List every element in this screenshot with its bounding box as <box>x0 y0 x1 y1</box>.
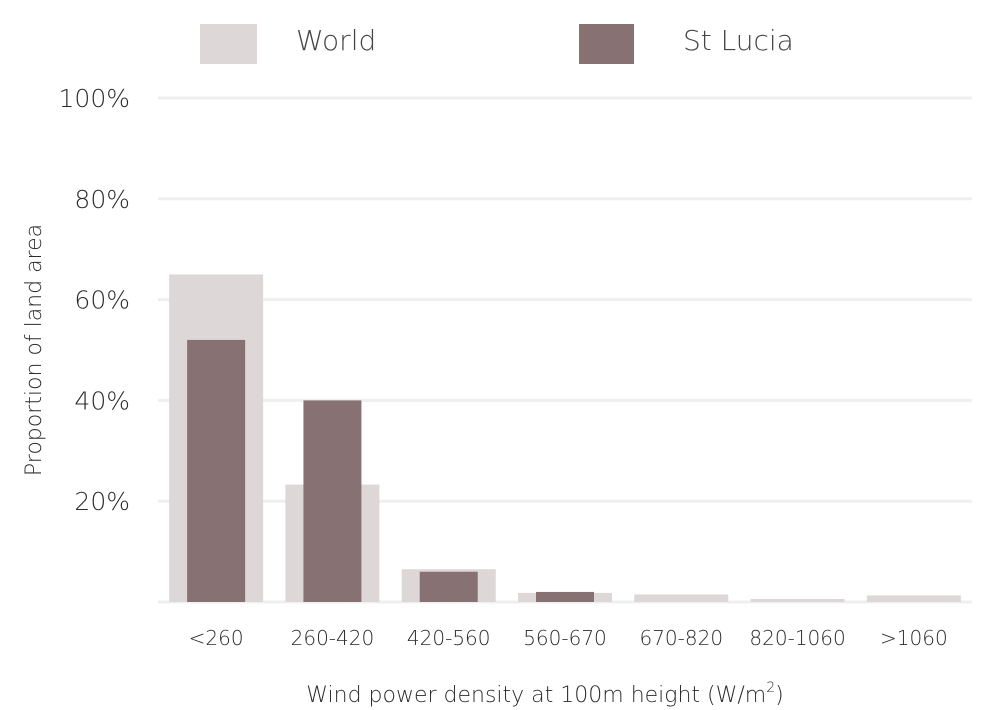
st-lucia-bars <box>187 339 594 602</box>
y-tick-label-20: 20% <box>74 487 130 516</box>
bar-st-lucia-420-560 <box>419 571 478 602</box>
y-tick-label-80: 80% <box>74 185 130 214</box>
x-axis-title-end: ) <box>775 683 784 708</box>
x-tick-label-260: <260 <box>189 626 244 650</box>
x-tick-label-420-560: 420-560 <box>407 626 491 650</box>
legend-swatch-world <box>200 24 257 64</box>
x-tick-label-560-670: 560-670 <box>523 626 607 650</box>
y-tick-label-60: 60% <box>74 286 130 315</box>
x-axis-title: Wind power density at 100m height (W/m2) <box>306 680 784 708</box>
legend-label-world: World <box>296 24 376 57</box>
x-tick-label-670-820: 670-820 <box>639 626 723 650</box>
gridlines <box>158 96 972 604</box>
x-tick-label-1060: >1060 <box>880 626 948 650</box>
y-axis-title: Proportion of land area <box>22 224 47 476</box>
x-axis-title-superscript: 2 <box>766 680 775 696</box>
bar-st-lucia-560-670 <box>536 591 594 602</box>
bar-world-820-1060 <box>750 598 845 602</box>
y-tick-label-100: 100% <box>59 84 130 113</box>
bar-world-1060 <box>866 595 961 602</box>
bar-world-670-820 <box>634 594 729 602</box>
legend-label-st-lucia: St Lucia <box>683 24 794 57</box>
bar-st-lucia-260 <box>187 339 246 602</box>
legend: World St Lucia <box>200 24 794 64</box>
x-tick-label-260-420: 260-420 <box>291 626 375 650</box>
x-axis-title-main: Wind power density at 100m height (W/m <box>306 683 766 708</box>
x-category-labels: <260 260-420 420-560 560-670 670-820 820-1060… <box>189 626 948 650</box>
world-bars <box>169 274 961 602</box>
y-tick-label-40: 40% <box>74 386 130 415</box>
bar-st-lucia-260-420 <box>303 400 362 602</box>
legend-swatch-st-lucia <box>579 24 634 64</box>
y-tick-labels: 20% 40% 60% 80% 100% <box>59 84 130 516</box>
x-tick-label-820-1060: 820-1060 <box>749 626 845 650</box>
